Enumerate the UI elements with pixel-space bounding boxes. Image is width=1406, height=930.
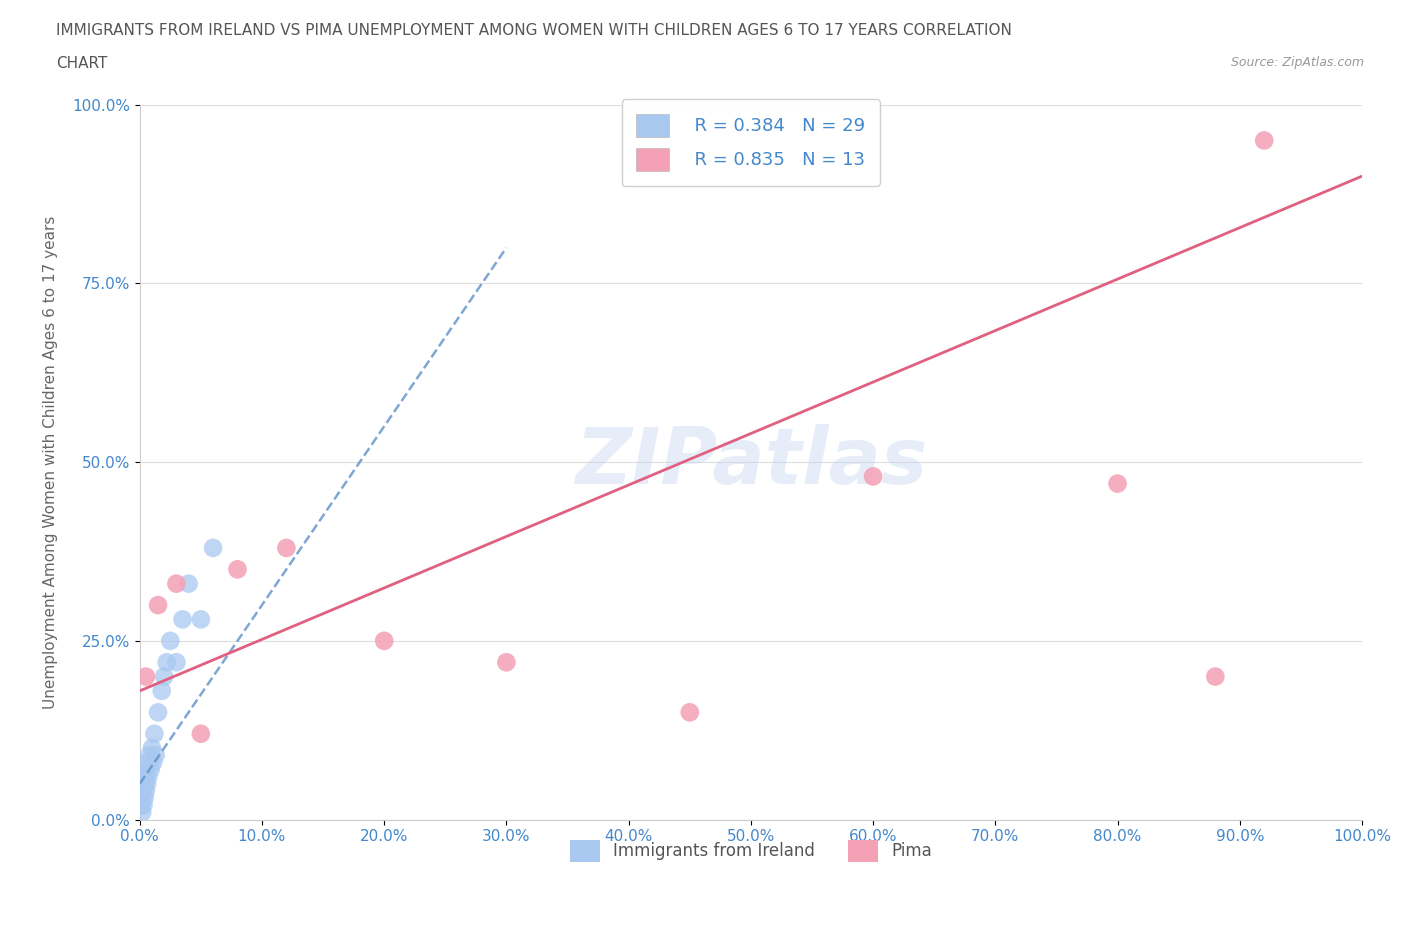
Text: Source: ZipAtlas.com: Source: ZipAtlas.com xyxy=(1230,56,1364,69)
Point xyxy=(177,577,200,591)
Point xyxy=(276,540,298,555)
Point xyxy=(141,740,163,755)
Point xyxy=(143,726,166,741)
Point xyxy=(159,633,181,648)
Point xyxy=(1107,476,1129,491)
Text: CHART: CHART xyxy=(56,56,108,71)
Text: IMMIGRANTS FROM IRELAND VS PIMA UNEMPLOYMENT AMONG WOMEN WITH CHILDREN AGES 6 TO: IMMIGRANTS FROM IRELAND VS PIMA UNEMPLOY… xyxy=(56,23,1012,38)
Point xyxy=(679,705,702,720)
Point xyxy=(1204,670,1226,684)
Point xyxy=(132,798,155,813)
Point xyxy=(135,670,157,684)
Point xyxy=(132,777,155,791)
Point xyxy=(226,562,249,577)
Point xyxy=(1253,133,1275,148)
Point xyxy=(134,769,156,784)
Point xyxy=(153,670,176,684)
Point xyxy=(132,783,155,798)
Point xyxy=(135,762,157,777)
Point xyxy=(373,633,395,648)
Point xyxy=(156,655,179,670)
Point xyxy=(146,705,169,720)
Point xyxy=(142,755,165,770)
Text: ZIPatlas: ZIPatlas xyxy=(575,424,927,500)
Point xyxy=(131,790,153,805)
Point xyxy=(862,469,884,484)
Point xyxy=(172,612,194,627)
Point xyxy=(131,805,153,820)
Point xyxy=(135,783,157,798)
Point xyxy=(146,598,169,613)
Point xyxy=(145,748,167,763)
Y-axis label: Unemployment Among Women with Children Ages 6 to 17 years: Unemployment Among Women with Children A… xyxy=(44,216,58,709)
Point xyxy=(139,762,162,777)
Point xyxy=(190,726,212,741)
Point xyxy=(134,790,156,805)
Point xyxy=(136,755,159,770)
Point xyxy=(190,612,212,627)
Legend: Immigrants from Ireland, Pima: Immigrants from Ireland, Pima xyxy=(562,833,939,869)
Point xyxy=(495,655,517,670)
Point xyxy=(136,777,159,791)
Point xyxy=(150,684,173,698)
Point xyxy=(202,540,225,555)
Point xyxy=(138,748,160,763)
Point xyxy=(165,655,187,670)
Point xyxy=(129,798,152,813)
Point xyxy=(136,769,159,784)
Point xyxy=(165,577,187,591)
